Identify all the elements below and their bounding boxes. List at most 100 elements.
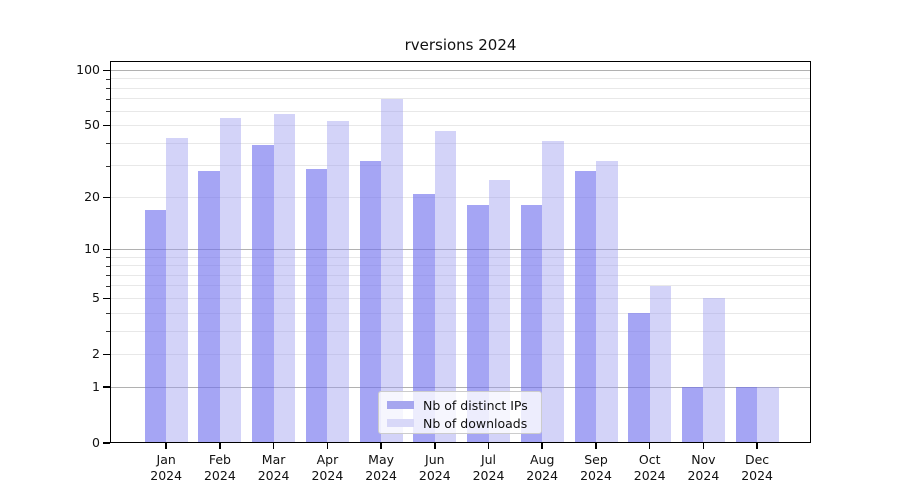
bar-distinct-ips <box>735 387 758 443</box>
bar-downloads <box>166 137 188 443</box>
gridline <box>110 78 811 80</box>
y-tick-label: 50 <box>84 117 100 133</box>
legend: Nb of distinct IPs Nb of downloads <box>378 391 542 434</box>
x-tick-mark <box>380 443 382 449</box>
y-minor-tick-mark <box>106 275 110 277</box>
gridline <box>110 70 811 71</box>
bar-distinct-ips <box>467 205 489 443</box>
legend-swatch-icon <box>387 419 414 427</box>
y-tick-mark <box>103 442 110 444</box>
x-tick-label: Apr 2024 <box>311 452 344 483</box>
x-tick-mark <box>219 443 221 449</box>
gridline <box>110 110 811 112</box>
gridline <box>110 297 811 299</box>
gridline <box>110 312 811 314</box>
chart-title: rversions 2024 <box>404 36 517 54</box>
y-tick-mark <box>103 297 110 300</box>
y-minor-tick-mark <box>106 98 110 100</box>
bar-distinct-ips <box>628 313 650 443</box>
bar-downloads <box>434 130 457 443</box>
bar-downloads <box>273 113 296 443</box>
gridline <box>110 285 811 287</box>
gridline <box>110 87 811 89</box>
x-tick-label: Dec 2024 <box>741 452 773 483</box>
y-tick-mark <box>103 386 110 388</box>
plot-area <box>110 61 811 443</box>
y-tick-label: 2 <box>92 345 100 361</box>
bar-distinct-ips <box>681 387 704 443</box>
y-tick-label: 10 <box>84 241 100 256</box>
legend-label: Nb of distinct IPs <box>423 397 528 413</box>
x-tick-mark <box>756 443 758 449</box>
y-tick-label: 20 <box>84 188 100 204</box>
x-tick-label: Jul 2024 <box>472 452 505 483</box>
gridline <box>110 265 811 267</box>
y-tick-mark <box>103 196 110 199</box>
gridline <box>110 125 811 127</box>
bar-downloads <box>219 118 242 443</box>
y-tick-mark <box>103 248 110 251</box>
x-tick-label: Jan 2024 <box>150 452 183 483</box>
y-minor-tick-mark <box>106 88 110 90</box>
bar-distinct-ips <box>305 168 328 443</box>
bar-distinct-ips <box>252 145 274 443</box>
x-tick-mark <box>434 443 436 449</box>
y-tick-label: 100 <box>76 62 100 77</box>
x-tick-mark <box>326 443 329 449</box>
gridline <box>110 165 811 167</box>
x-tick-mark <box>165 443 167 449</box>
gridline <box>110 386 811 388</box>
bar-downloads <box>757 387 779 443</box>
y-tick-label: 0 <box>92 434 100 450</box>
x-tick-mark <box>272 443 275 449</box>
y-tick-label: 5 <box>92 289 100 305</box>
gridline <box>110 353 811 355</box>
bar-downloads <box>488 180 510 443</box>
x-tick-mark <box>702 443 705 449</box>
x-tick-label: Aug 2024 <box>526 452 559 483</box>
y-minor-tick-mark <box>106 313 110 315</box>
bar-downloads <box>649 285 672 443</box>
bar-distinct-ips <box>359 160 382 443</box>
gridline <box>110 274 811 276</box>
x-tick-label: May 2024 <box>365 452 397 483</box>
gridline <box>110 98 811 100</box>
y-minor-tick-mark <box>106 285 110 287</box>
legend-label: Nb of downloads <box>423 415 528 431</box>
x-tick-label: Mar 2024 <box>257 452 290 483</box>
y-minor-tick-mark <box>106 165 110 167</box>
gridline <box>110 249 811 250</box>
x-tick-label: Nov 2024 <box>687 452 720 483</box>
x-tick-mark <box>648 443 651 449</box>
gridline <box>110 196 811 198</box>
bar-distinct-ips <box>574 171 596 443</box>
gridline <box>110 142 811 144</box>
x-tick-label: Jun 2024 <box>418 452 451 483</box>
bar-distinct-ips <box>520 205 543 443</box>
y-minor-tick-mark <box>106 257 110 259</box>
x-tick-label: Oct 2024 <box>633 452 666 483</box>
legend-item: Nb of downloads <box>387 415 541 431</box>
y-minor-tick-mark <box>106 331 110 333</box>
x-tick-mark <box>595 443 597 449</box>
gridline <box>110 330 811 332</box>
y-minor-tick-mark <box>106 78 110 80</box>
bar-downloads <box>703 298 725 443</box>
legend-swatch-icon <box>387 401 414 409</box>
legend-item: Nb of distinct IPs <box>387 397 541 413</box>
bar-distinct-ips <box>198 171 220 443</box>
x-tick-label: Sep 2024 <box>580 452 612 483</box>
y-tick-mark <box>103 124 110 127</box>
x-tick-mark <box>487 443 490 449</box>
bar-distinct-ips <box>413 193 435 443</box>
bar-downloads <box>596 160 618 443</box>
bar-downloads <box>327 121 349 443</box>
y-minor-tick-mark <box>106 143 110 145</box>
y-tick-label: 1 <box>92 378 100 394</box>
y-minor-tick-mark <box>106 265 110 267</box>
x-tick-label: Feb 2024 <box>203 452 236 483</box>
gridline <box>110 256 811 258</box>
bar-distinct-ips <box>144 209 167 443</box>
bar-downloads <box>542 141 564 443</box>
